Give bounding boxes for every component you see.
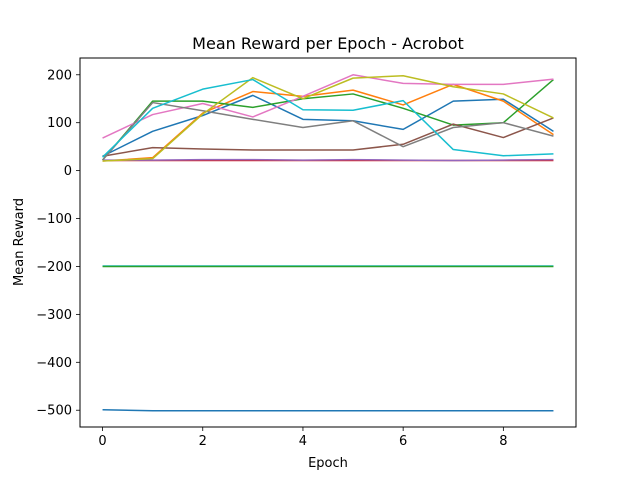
series-line-1 bbox=[102, 409, 554, 412]
series-line-8 bbox=[102, 74, 554, 139]
series-line-10 bbox=[102, 74, 554, 162]
x-tick-label: 6 bbox=[399, 434, 407, 449]
series-layer bbox=[101, 74, 554, 412]
x-tick-label: 0 bbox=[98, 434, 106, 449]
y-tick-label: −300 bbox=[36, 308, 72, 323]
y-axis-ticks: −500 −400 −300 −200 −100 0 100 200 bbox=[36, 68, 80, 419]
y-tick-label: −100 bbox=[36, 212, 72, 227]
series-line-9 bbox=[101, 101, 554, 161]
x-tick-label: 8 bbox=[499, 434, 507, 449]
series-line-6 bbox=[102, 158, 554, 162]
y-tick-label: 0 bbox=[64, 164, 72, 179]
y-tick-label: 200 bbox=[47, 68, 72, 83]
y-axis-label: Mean Reward bbox=[12, 198, 27, 286]
chart-title: Mean Reward per Epoch - Acrobot bbox=[192, 34, 464, 53]
x-axis-label: Epoch bbox=[308, 456, 348, 471]
x-tick-label: 4 bbox=[299, 434, 307, 449]
series-line-2 bbox=[102, 94, 554, 157]
series-line-11 bbox=[102, 78, 554, 158]
x-tick-label: 2 bbox=[199, 434, 207, 449]
y-tick-label: −200 bbox=[36, 260, 72, 275]
y-tick-label: −500 bbox=[36, 404, 72, 419]
y-tick-label: −400 bbox=[36, 356, 72, 371]
series-line-7 bbox=[102, 117, 554, 157]
y-tick-label: 100 bbox=[47, 116, 72, 131]
plot-area-frame bbox=[79, 57, 577, 428]
x-axis-ticks: 0 2 4 6 8 bbox=[98, 427, 507, 449]
series-line-4 bbox=[101, 78, 554, 161]
